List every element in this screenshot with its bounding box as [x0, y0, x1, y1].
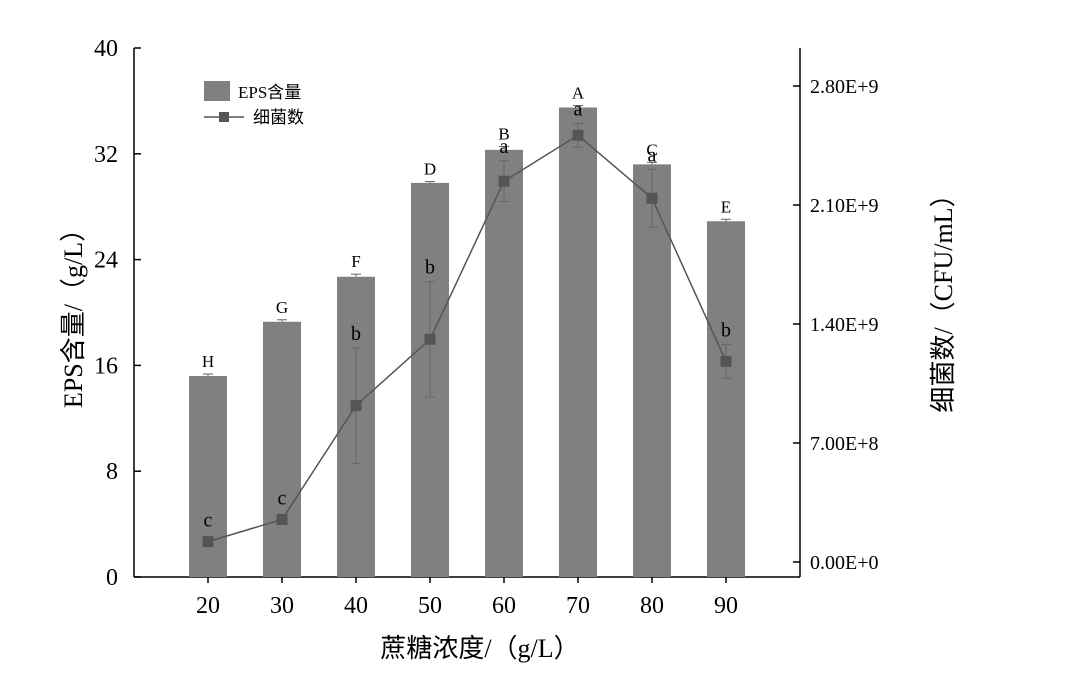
x-tick-label: 60 [492, 593, 516, 619]
y-tick-label: 40 [94, 36, 118, 62]
bar [559, 107, 597, 577]
bar-significance-letter: F [351, 252, 360, 271]
bar-significance-letter: B [498, 125, 509, 144]
y2-axis-title: 细菌数/（CFU/mL） [929, 181, 958, 412]
x-tick-label: 90 [714, 593, 738, 619]
bacteria-line [207, 134, 727, 543]
line-significance-letter: c [278, 488, 287, 510]
y-tick-label: 16 [94, 353, 118, 379]
legend-label-bacteria: 细菌数 [253, 108, 304, 127]
line-marker [646, 192, 658, 204]
bar [485, 149, 523, 577]
bar-significance-letter: D [424, 160, 436, 179]
x-tick-label: 80 [640, 593, 664, 619]
line-marker [498, 175, 510, 187]
line-marker [202, 536, 214, 548]
line-significance-letter: a [574, 98, 583, 120]
line-significance-letter: b [425, 257, 435, 279]
line-marker [276, 514, 288, 525]
x-tick-label: 50 [418, 593, 442, 619]
y2-tick-label: 0.00E+0 [810, 552, 879, 574]
y2-tick-label: 7.00E+8 [810, 433, 879, 455]
line-significance-letter: b [351, 323, 361, 345]
x-tick-label: 70 [566, 593, 590, 619]
y-tick-label: 0 [106, 565, 118, 591]
line-significance-letter: a [500, 136, 509, 158]
bar [633, 164, 671, 577]
y-tick-label: 32 [94, 142, 118, 168]
legend-label-eps: EPS含量 [238, 83, 301, 102]
bar-significance-letter: H [202, 352, 214, 371]
bar-significance-letter: E [721, 197, 731, 216]
x-axis-title: 蔗糖浓度/（g/L） [380, 634, 579, 663]
bar-significance-letter: G [276, 298, 288, 317]
line-marker [350, 400, 362, 412]
line-significance-letter: b [721, 319, 731, 341]
bar [263, 321, 301, 577]
y2-tick-label: 1.40E+9 [810, 314, 879, 336]
y-tick-label: 8 [106, 459, 118, 485]
line-marker [572, 129, 584, 141]
x-tick-label: 30 [270, 593, 294, 619]
line-marker [720, 355, 732, 367]
bar-significance-letter: A [572, 84, 585, 103]
legend-swatch-marker [219, 112, 229, 122]
bar [707, 221, 745, 577]
x-tick-label: 20 [196, 593, 220, 619]
chart-marks: 0 8 16 24 32 40 0.00E+0 7.00E+8 1.40E+9 2.10E+9 2.… [94, 36, 879, 619]
y2-tick-label: 2.10E+9 [810, 195, 879, 217]
x-tick-label: 40 [344, 593, 368, 619]
legend: EPS含量 细菌数 [204, 81, 304, 127]
line-marker [424, 333, 436, 345]
y-axis-title: EPS含量/（g/L） [59, 216, 88, 408]
bar-significance-letter: C [646, 140, 657, 159]
line-significance-letter: a [648, 144, 657, 166]
y2-tick-label: 2.80E+9 [810, 76, 879, 98]
legend-swatch-bar [204, 81, 230, 101]
line-significance-letter: c [204, 510, 213, 532]
y-tick-label: 24 [94, 248, 118, 274]
